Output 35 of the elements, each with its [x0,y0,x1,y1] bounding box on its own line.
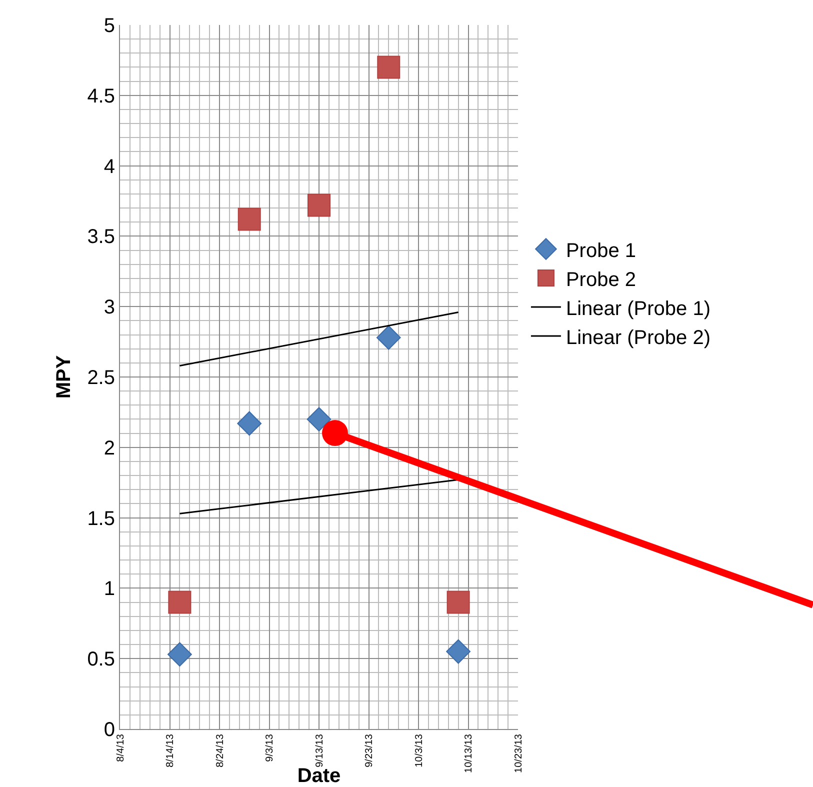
point [446,590,470,614]
point [168,642,192,667]
x-tick-label: 10/3/13 [414,734,425,768]
y-tick-label: 4 [104,156,115,178]
x-tick-label: 9/13/13 [314,734,326,768]
y-tick-label: 3.5 [87,226,115,248]
x-tick-label: 9/3/13 [264,734,276,762]
y-tick-label: 1.5 [87,508,115,530]
y-tick-label: 5 [104,15,115,37]
point [168,590,192,614]
legend-label: Probe 2 [566,268,636,291]
y-axis-title: MPY [53,354,75,399]
x-tick-label: 8/14/13 [165,734,176,768]
point [377,56,400,79]
y-tick-label: 1 [104,578,115,600]
y-tick-label: 0.5 [87,648,115,671]
y-tick-label: 2 [104,437,115,460]
y-tick-label: 3 [104,296,115,319]
point [238,208,261,231]
y-tick-label: 0 [104,719,115,741]
y-tick-label: 4.5 [87,85,115,108]
legend-label: Linear (Probe 2) [566,326,710,349]
legend-label: Probe 1 [566,240,636,262]
x-tick-label: 8/4/13 [115,734,126,762]
point [237,411,262,436]
x-tick-label: 10/23/13 [513,734,524,773]
y-tick-label: 2.5 [87,367,115,389]
point [306,407,332,432]
legend-label: Linear (Probe 1) [566,298,710,320]
point [446,639,470,664]
point [376,325,401,350]
point [308,194,330,217]
x-tick-label: 8/24/13 [214,734,226,768]
x-tick-label: 10/13/13 [464,734,474,773]
x-tick-label: 9/23/13 [364,734,375,768]
